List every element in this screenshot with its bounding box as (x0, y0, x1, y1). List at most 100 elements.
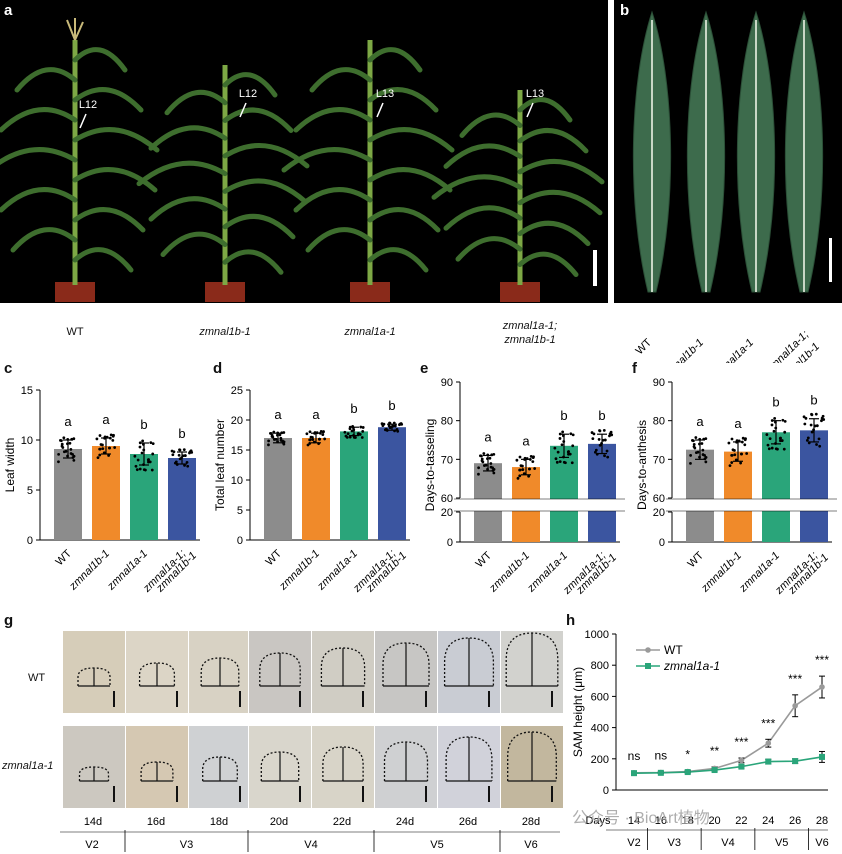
leaf (305, 227, 373, 253)
data-point (740, 452, 744, 456)
data-point (597, 438, 601, 441)
data-point (135, 468, 139, 472)
data-point (190, 450, 194, 454)
data-point (562, 460, 566, 464)
g-timeline: 14d 16d 18d 20d 22d 24d 26d 28d V2 V3 V4 V5 V6 (60, 816, 560, 852)
data-point (745, 452, 749, 455)
leaf (0, 107, 78, 133)
category-label: WT (54, 547, 75, 568)
y-tick-label: 0 (447, 537, 453, 549)
data-point (731, 448, 735, 452)
data-point (134, 464, 138, 468)
data-point (486, 453, 490, 457)
data-point (111, 434, 115, 438)
point-mut (631, 770, 637, 777)
sam-image (374, 725, 438, 809)
stage-label: V6 (524, 839, 537, 851)
data-point (398, 423, 401, 427)
data-point (558, 460, 562, 464)
leaf-tag: L13 (376, 88, 394, 100)
data-point (308, 438, 312, 442)
leaf (517, 220, 591, 247)
point-mut (765, 758, 772, 765)
data-point (361, 426, 365, 429)
row-label-zmnal1a: zmnal1a-1 (2, 760, 54, 772)
data-point (815, 443, 818, 446)
data-point (558, 432, 562, 436)
significance-label: ns (628, 749, 641, 763)
panel-label-f: f (632, 360, 637, 377)
data-point (692, 443, 696, 446)
data-point (148, 460, 152, 464)
data-point (603, 454, 606, 458)
plant-label-zmnal1b: zmnal1b-1 (199, 326, 251, 338)
data-point (689, 454, 693, 457)
leaf (148, 125, 228, 151)
data-point (71, 452, 74, 456)
data-point (400, 422, 404, 426)
data-point (352, 435, 356, 439)
data-point (72, 437, 76, 441)
data-point (142, 448, 146, 452)
sam-outline (443, 637, 495, 707)
significance-label: ** (710, 744, 720, 758)
data-point (598, 429, 601, 432)
scale-bar (239, 691, 241, 707)
leaf (459, 112, 523, 138)
bar-3 (800, 430, 828, 542)
data-point (815, 424, 819, 428)
data-point (278, 433, 282, 437)
panel-label-d: d (213, 360, 223, 377)
data-point (172, 450, 176, 454)
y-tick-label: 600 (591, 691, 609, 703)
y-tick-label: 800 (591, 660, 609, 672)
y-tick-label: 20 (653, 507, 665, 519)
data-point (138, 467, 142, 471)
data-point (556, 450, 560, 454)
data-point (351, 426, 355, 430)
point-wt (792, 702, 798, 709)
data-point (142, 463, 145, 467)
data-point (486, 457, 489, 461)
plant-label-double-2: zmnal1b-1 (504, 334, 556, 346)
day-label: 22d (333, 816, 351, 828)
stage-label: V2 (85, 839, 98, 851)
point-mut (792, 758, 799, 765)
x-tick-label: 22 (735, 815, 747, 827)
sig-letter: a (102, 412, 110, 427)
bar-2 (762, 432, 790, 542)
y-axis-label: Days-to-tasseling (423, 419, 437, 512)
data-point (737, 439, 741, 443)
leaf (10, 227, 78, 253)
data-point (98, 453, 102, 457)
sam-outline (77, 667, 115, 707)
series-line-1 (633, 756, 823, 774)
data-point (703, 454, 706, 457)
data-point (820, 419, 823, 423)
chart-leaf-number: 0 5 10 15 20 25 Total leaf number a WT a zmnal1b-1… (213, 385, 410, 595)
data-point (554, 457, 558, 461)
data-point (562, 440, 566, 443)
plant-1: L12 (136, 65, 310, 302)
point-mut (819, 753, 825, 760)
sam-dome (140, 761, 174, 781)
data-point (689, 462, 692, 465)
leaf (367, 87, 439, 113)
data-point (807, 441, 811, 445)
data-point (479, 454, 482, 458)
data-point (57, 460, 60, 464)
leaves-illustration (632, 10, 832, 293)
scale-bar (488, 691, 490, 707)
pot (55, 282, 95, 302)
data-point (492, 452, 496, 456)
data-point (568, 452, 572, 456)
leaf (0, 147, 78, 166)
stage-label: V5 (430, 839, 443, 851)
data-point (601, 438, 605, 442)
bar-0 (264, 438, 292, 540)
stage-label: V4 (721, 837, 734, 849)
data-point (60, 442, 64, 446)
sig-letter: b (388, 398, 395, 413)
data-point (492, 471, 496, 475)
